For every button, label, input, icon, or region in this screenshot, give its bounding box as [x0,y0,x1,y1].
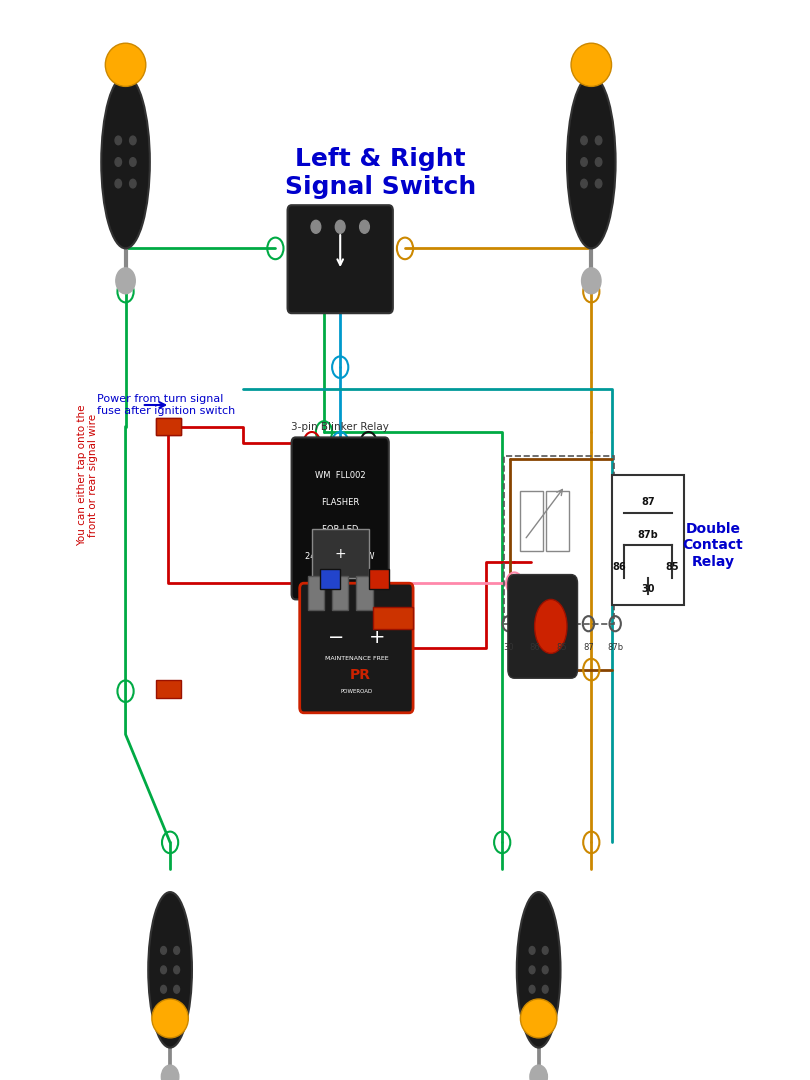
Circle shape [581,158,587,166]
Text: Left & Right
Signal Switch: Left & Right Signal Switch [285,147,476,199]
Text: MAINTENANCE FREE: MAINTENANCE FREE [325,657,388,661]
Circle shape [130,179,136,188]
Text: You can either tap onto the
front or rear signal wire: You can either tap onto the front or rea… [77,404,98,546]
Circle shape [595,136,602,145]
Text: POWEROAD: POWEROAD [340,689,373,693]
Bar [320,569,340,589]
Circle shape [581,179,587,188]
Ellipse shape [148,892,192,1048]
Circle shape [529,985,535,994]
Bar [312,529,369,578]
Text: 87: 87 [642,497,654,508]
FancyBboxPatch shape [292,437,389,599]
Text: FOR LED: FOR LED [322,525,358,534]
Ellipse shape [152,999,188,1038]
Circle shape [529,966,535,974]
Text: Double
Contact
Relay: Double Contact Relay [682,523,743,568]
Circle shape [115,179,122,188]
Circle shape [529,946,535,955]
Circle shape [595,179,602,188]
Text: FLASHER: FLASHER [321,498,360,507]
Circle shape [543,966,548,974]
Circle shape [543,985,548,994]
Bar [308,576,324,610]
Ellipse shape [520,999,557,1038]
Ellipse shape [105,43,146,86]
Text: 85: 85 [556,644,567,652]
Circle shape [115,158,122,166]
Circle shape [173,985,180,994]
Circle shape [595,158,602,166]
Ellipse shape [101,76,150,248]
Text: 87: 87 [583,644,594,652]
Text: −: − [328,627,344,647]
Text: 86: 86 [530,644,540,652]
Text: +: + [369,627,385,647]
Ellipse shape [535,599,567,653]
Text: WM  FLL002: WM FLL002 [315,471,365,480]
Ellipse shape [517,892,561,1048]
Circle shape [335,220,345,233]
Circle shape [173,946,180,955]
Circle shape [530,1065,548,1080]
Circle shape [581,136,587,145]
Circle shape [116,268,135,294]
Text: 3-pin Blinker Relay: 3-pin Blinker Relay [292,421,389,432]
Text: Power from turn signal
fuse after ignition switch: Power from turn signal fuse after igniti… [97,394,236,416]
Circle shape [311,220,321,233]
Circle shape [130,136,136,145]
Bar [156,680,181,698]
Bar [156,418,181,435]
Text: 85: 85 [666,562,679,572]
Bar [520,491,543,551]
Circle shape [115,136,122,145]
Circle shape [173,966,180,974]
Circle shape [543,946,548,955]
Bar [332,576,348,610]
Ellipse shape [567,76,616,248]
Circle shape [130,158,136,166]
Circle shape [160,966,167,974]
Bar [612,475,684,605]
Text: +: + [335,548,346,561]
Text: 87b: 87b [637,529,659,540]
Text: PR: PR [350,669,371,681]
Ellipse shape [571,43,612,86]
Circle shape [582,268,601,294]
FancyBboxPatch shape [288,205,393,313]
FancyBboxPatch shape [508,575,578,678]
Bar [504,456,614,623]
Circle shape [360,220,369,233]
Bar [373,607,413,629]
Circle shape [161,1065,179,1080]
Text: 24V  0.1W-150W: 24V 0.1W-150W [305,552,375,561]
Bar [156,418,181,435]
Bar [546,491,569,551]
Circle shape [160,985,167,994]
Text: 87b: 87b [608,644,623,652]
Text: 30: 30 [642,583,654,594]
Bar [369,569,389,589]
FancyBboxPatch shape [300,583,413,713]
Bar [356,576,373,610]
Circle shape [160,946,167,955]
Text: 30: 30 [503,644,514,652]
Text: 86: 86 [613,562,626,572]
